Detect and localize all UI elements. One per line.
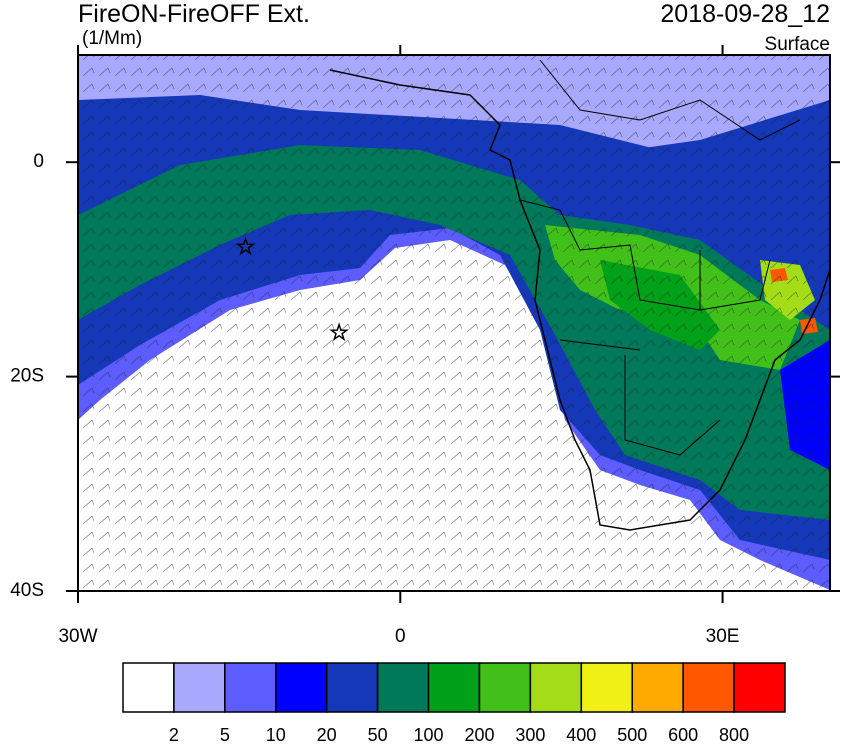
date: 2018-09-28_12 [660, 0, 830, 28]
colorbar-box [275, 662, 328, 713]
colorbar-label: 50 [368, 725, 388, 745]
y-tick-label: 0 [33, 151, 44, 172]
colorbar-label: 500 [617, 725, 647, 745]
colorbar-box [529, 662, 583, 713]
units: (1/Mm) [82, 28, 142, 49]
colorbar-box [376, 662, 430, 713]
x-tick-label: 30W [58, 626, 97, 647]
colorbar-box [427, 662, 481, 713]
colorbar-box [682, 662, 735, 713]
colorbar-label: 400 [566, 725, 596, 745]
level: Surface [765, 34, 830, 55]
colorbar-label: 200 [464, 725, 494, 745]
colorbar-box [122, 662, 175, 713]
colorbar-label: 100 [414, 725, 444, 745]
site-marker [235, 236, 256, 256]
colorbar-box [325, 662, 379, 713]
plot-frame [77, 54, 831, 592]
colorbar-box [580, 662, 633, 713]
colorbar-box [478, 662, 532, 713]
colorbar-label: 600 [668, 725, 698, 745]
y-tick-label: 20S [10, 366, 44, 387]
map-field [78, 55, 830, 591]
colorbar-label: 2 [169, 725, 179, 745]
colorbar-box [173, 662, 226, 713]
site-marker [329, 322, 349, 341]
colorbar-label: 20 [317, 725, 337, 745]
x-tick-label: 30E [706, 626, 740, 647]
colorbar-box [224, 662, 277, 713]
y-tick-label: 40S [10, 580, 44, 601]
colorbar-box [733, 662, 786, 713]
colorbar-label: 300 [515, 725, 545, 745]
colorbar-label: 10 [266, 725, 286, 745]
x-tick-label: 0 [395, 626, 406, 647]
colorbar-box [631, 662, 684, 713]
colorbar-label: 5 [220, 725, 230, 745]
title: FireON-FireOFF Ext. [78, 0, 310, 28]
colorbar-label: 800 [719, 725, 749, 745]
